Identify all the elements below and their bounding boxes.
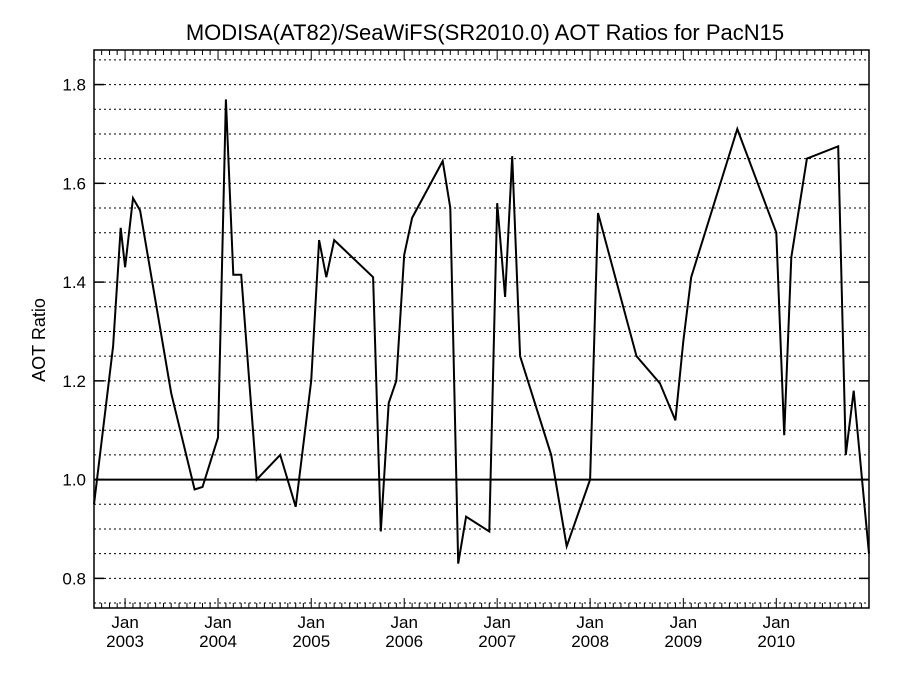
tick-labels: 0.81.01.21.41.61.8Jan2003Jan2004Jan2005J… [62,76,795,651]
y-tick-label: 1.0 [62,471,86,490]
series-group [93,99,870,564]
x-tick-label-month: Jan [483,613,510,632]
y-tick-label: 1.8 [62,76,86,95]
x-tick-label-month: Jan [670,613,697,632]
x-tick-label-month: Jan [298,613,325,632]
x-tick-label-month: Jan [576,613,603,632]
y-axis-label: AOT Ratio [29,298,49,382]
x-tick-label-month: Jan [111,613,138,632]
y-tick-label: 1.2 [62,372,86,391]
x-tick-label-year: 2009 [664,632,702,651]
x-tick-label-year: 2010 [757,632,795,651]
x-tick-label-month: Jan [204,613,231,632]
x-tick-label-year: 2007 [478,632,516,651]
axis-ticks [93,50,869,608]
y-tick-label: 1.6 [62,174,86,193]
grid-lines [94,59,869,604]
chart-title: MODISA(AT82)/SeaWiFS(SR2010.0) AOT Ratio… [186,20,784,45]
x-tick-label-year: 2004 [199,632,237,651]
series-line [93,99,870,564]
y-tick-label: 1.4 [62,273,86,292]
x-tick-label-year: 2005 [292,632,330,651]
x-tick-label-year: 2008 [571,632,609,651]
x-tick-label-year: 2003 [106,632,144,651]
x-tick-label-year: 2006 [385,632,423,651]
x-tick-label-month: Jan [763,613,790,632]
y-tick-label: 0.8 [62,569,86,588]
x-tick-label-month: Jan [390,613,417,632]
